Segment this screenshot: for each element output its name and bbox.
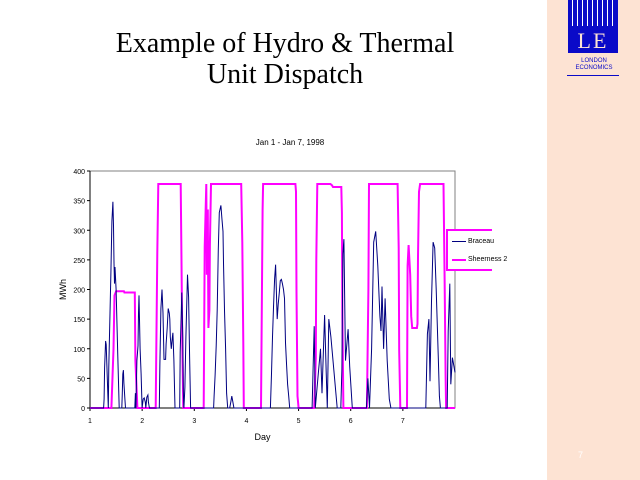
y-tick-label: 100 — [73, 347, 85, 354]
legend-label: Sheerness 2 — [468, 256, 508, 263]
side-strip — [547, 0, 640, 480]
legend-item-sheerness: Sheerness 2 — [452, 256, 507, 263]
x-axis-label: Day — [254, 432, 271, 442]
y-axis-label: MWh — [58, 279, 68, 300]
x-tick-label: 6 — [349, 418, 353, 425]
logo-line2: ECONOMICS — [575, 65, 613, 71]
legend-label: Braceau — [468, 238, 495, 245]
title-line1: Example of Hydro & Thermal — [115, 28, 455, 59]
x-tick-label: 1 — [88, 418, 92, 425]
x-tick-label: 2 — [140, 418, 144, 425]
y-tick-label: 300 — [73, 228, 85, 235]
y-tick-label: 200 — [73, 288, 85, 295]
title-line2: Unit Dispatch — [206, 59, 364, 90]
logo-letters: LE — [577, 28, 609, 53]
y-tick-label: 350 — [73, 199, 85, 206]
legend-swatch — [452, 241, 466, 242]
slide-number: 7 — [578, 450, 584, 460]
logo-line1: LONDON — [581, 58, 607, 64]
legend-swatch — [452, 258, 466, 261]
y-tick-label: 250 — [73, 258, 85, 265]
logo-text: LONDON ECONOMICS — [568, 58, 620, 72]
y-tick-label: 0 — [81, 406, 85, 413]
series-line-braceau — [90, 201, 456, 409]
legend-item-braceau: Braceau — [452, 238, 494, 245]
chart-title: Jan 1 - Jan 7, 1998 — [255, 138, 325, 147]
y-tick-label: 50 — [77, 376, 85, 383]
london-economics-logo: LE — [568, 0, 618, 53]
x-tick-label: 5 — [297, 418, 301, 425]
logo-underline — [567, 75, 619, 76]
y-tick-label: 150 — [73, 317, 85, 324]
x-tick-label: 7 — [401, 418, 405, 425]
slide-title: Example of Hydro & Thermal Unit Dispatch — [40, 28, 530, 90]
logo-stripes — [572, 0, 614, 26]
x-tick-label: 4 — [244, 418, 248, 425]
chart-legend: Braceau Sheerness 2 — [446, 229, 507, 271]
x-tick-label: 3 — [192, 418, 196, 425]
series-line-sheerness-2 — [90, 183, 455, 409]
y-tick-label: 400 — [73, 169, 85, 176]
